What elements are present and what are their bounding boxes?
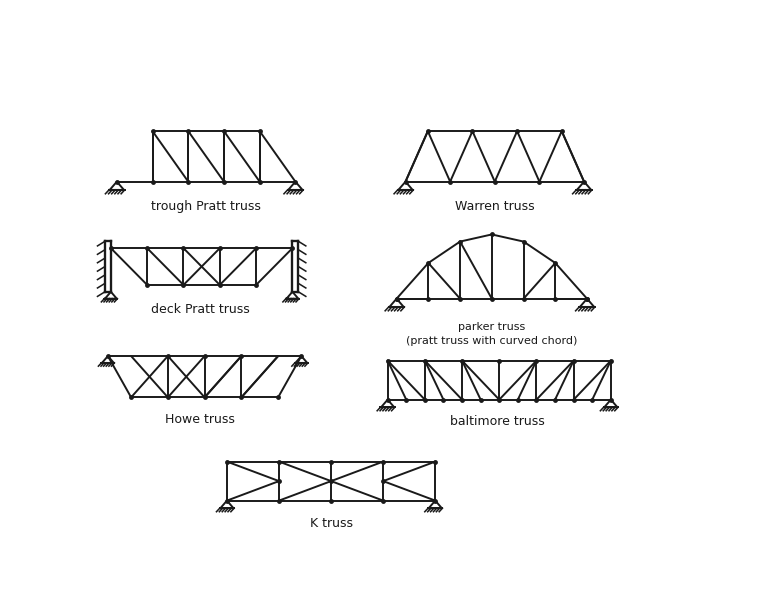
Text: baltimore truss: baltimore truss xyxy=(450,415,545,428)
Text: K truss: K truss xyxy=(310,517,353,530)
Text: trough Pratt truss: trough Pratt truss xyxy=(151,200,261,213)
Text: deck Pratt truss: deck Pratt truss xyxy=(151,303,250,316)
Text: Howe truss: Howe truss xyxy=(165,414,235,426)
Text: parker truss
(pratt truss with curved chord): parker truss (pratt truss with curved ch… xyxy=(406,322,578,346)
Text: Warren truss: Warren truss xyxy=(455,200,535,213)
